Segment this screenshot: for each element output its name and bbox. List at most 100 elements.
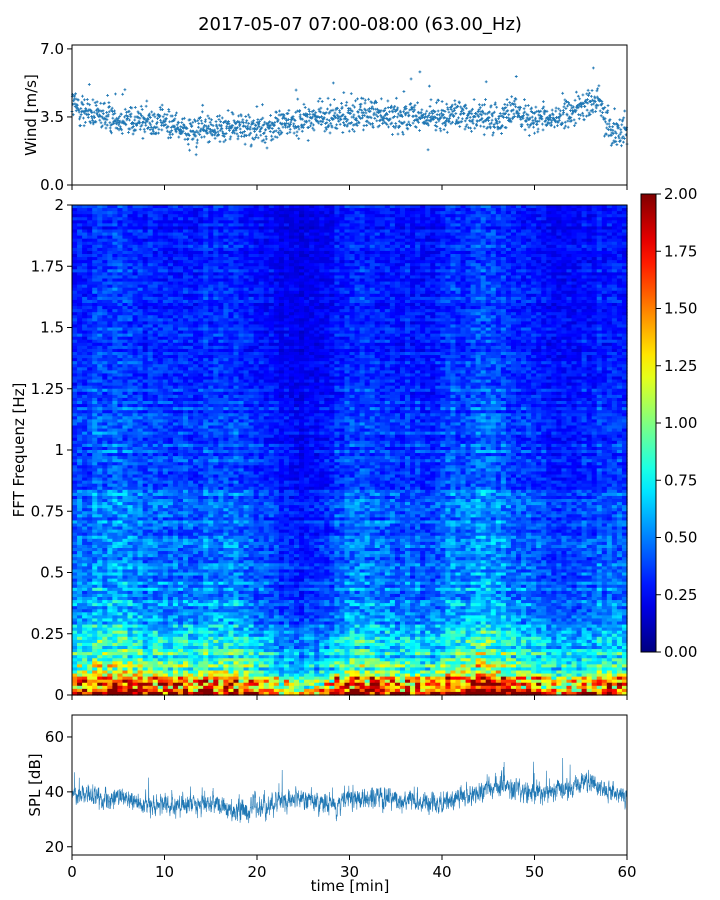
wind-data-point xyxy=(558,109,562,113)
wind-data-point xyxy=(95,100,99,104)
wind-data-point xyxy=(388,110,391,114)
wind-data-point xyxy=(288,130,292,134)
wind-data-point xyxy=(220,127,224,131)
wind-data-point xyxy=(198,133,202,136)
wind-data-point xyxy=(263,141,267,144)
wind-data-point xyxy=(312,123,315,127)
wind-data-point xyxy=(468,115,472,119)
wind-data-point xyxy=(197,125,200,129)
wind-data-point xyxy=(302,102,306,106)
wind-data-point xyxy=(214,120,218,123)
wind-data-point xyxy=(445,102,449,106)
wind-data-point xyxy=(371,122,374,126)
wind-data-point xyxy=(118,115,122,118)
wind-data-point xyxy=(498,111,502,115)
wind-data-point xyxy=(141,115,145,119)
wind-data-point xyxy=(572,118,576,122)
wind-data-point xyxy=(111,110,114,113)
wind-data-point xyxy=(608,125,612,129)
wind-data-point xyxy=(129,112,133,116)
wind-data-point xyxy=(149,123,153,127)
wind-data-point xyxy=(143,130,147,134)
wind-data-point xyxy=(200,135,204,139)
wind-data-point xyxy=(149,125,153,129)
wind-data-point xyxy=(563,102,567,106)
wind-data-point xyxy=(467,126,470,130)
wind-data-point xyxy=(292,131,296,135)
wind-data-point xyxy=(191,137,195,141)
wind-data-point xyxy=(226,109,230,112)
wind-data-point xyxy=(536,130,540,134)
wind-data-point xyxy=(512,112,516,116)
wind-data-point xyxy=(171,132,175,136)
wind-data-point xyxy=(615,143,619,147)
wind-data-point xyxy=(533,131,536,135)
wind-data-point xyxy=(101,109,105,113)
wind-data-point xyxy=(125,110,128,114)
wind-data-point xyxy=(195,145,198,149)
wind-data-point xyxy=(108,126,112,130)
wind-data-point xyxy=(167,110,171,113)
wind-data-point xyxy=(425,109,429,113)
wind-data-point xyxy=(591,66,595,70)
wind-data-point xyxy=(74,97,78,101)
wind-data-point xyxy=(420,108,424,112)
wind-data-point xyxy=(365,123,369,127)
wind-data-point xyxy=(148,128,152,131)
wind-data-point xyxy=(453,102,457,106)
wind-data-point xyxy=(148,121,152,125)
wind-data-point xyxy=(542,112,546,116)
wind-data-point xyxy=(331,108,335,112)
wind-data-point xyxy=(72,99,76,103)
wind-data-point xyxy=(225,124,229,128)
wind-data-point xyxy=(264,137,268,141)
wind-data-point xyxy=(151,129,155,133)
wind-data-point xyxy=(92,110,96,114)
figure-title: 2017-05-07 07:00-08:00 (63.00_Hz) xyxy=(198,14,522,35)
wind-data-point xyxy=(310,121,313,125)
wind-data-point xyxy=(458,125,462,128)
wind-data-point xyxy=(143,117,147,121)
wind-data-point xyxy=(427,84,431,88)
wind-data-point xyxy=(78,117,81,121)
wind-data-point xyxy=(197,122,201,125)
wind-data-point xyxy=(416,101,420,105)
wind-data-point xyxy=(179,125,183,129)
wind-data-point xyxy=(303,106,307,109)
wind-data-point xyxy=(81,94,84,98)
wind-data-point xyxy=(409,77,413,81)
wind-data-point xyxy=(180,131,184,135)
wind-data-point xyxy=(320,100,324,103)
wind-data-point xyxy=(601,111,604,114)
wind-data-point xyxy=(124,123,128,127)
wind-data-point xyxy=(170,129,174,133)
wind-data-point xyxy=(100,124,104,128)
wind-data-point xyxy=(352,129,356,133)
wind-data-point xyxy=(376,115,380,118)
wind-data-point xyxy=(166,125,170,129)
wind-data-point xyxy=(375,119,379,123)
wind-data-point xyxy=(153,115,157,119)
wind-data-point xyxy=(156,113,160,116)
wind-data-point xyxy=(361,97,365,101)
wind-data-point xyxy=(182,124,186,127)
wind-data-point xyxy=(87,83,91,86)
wind-data-point xyxy=(351,103,355,107)
wind-data-point xyxy=(133,106,137,109)
wind-data-point xyxy=(522,107,526,111)
wind-data-point xyxy=(328,103,332,107)
wind-data-point xyxy=(182,116,186,120)
wind-data-point xyxy=(82,124,86,128)
wind-data-point xyxy=(446,108,450,111)
wind-data-point xyxy=(164,123,168,127)
wind-data-point xyxy=(261,116,265,120)
wind-data-point xyxy=(332,98,336,102)
wind-x-ticks xyxy=(71,185,628,190)
wind-data-point xyxy=(367,97,371,101)
wind-data-point xyxy=(105,118,109,122)
wind-data-point xyxy=(347,129,351,133)
wind-data-point xyxy=(110,106,114,110)
wind-data-point xyxy=(323,129,327,133)
wind-data-point xyxy=(505,98,509,101)
wind-data-point xyxy=(172,119,176,123)
